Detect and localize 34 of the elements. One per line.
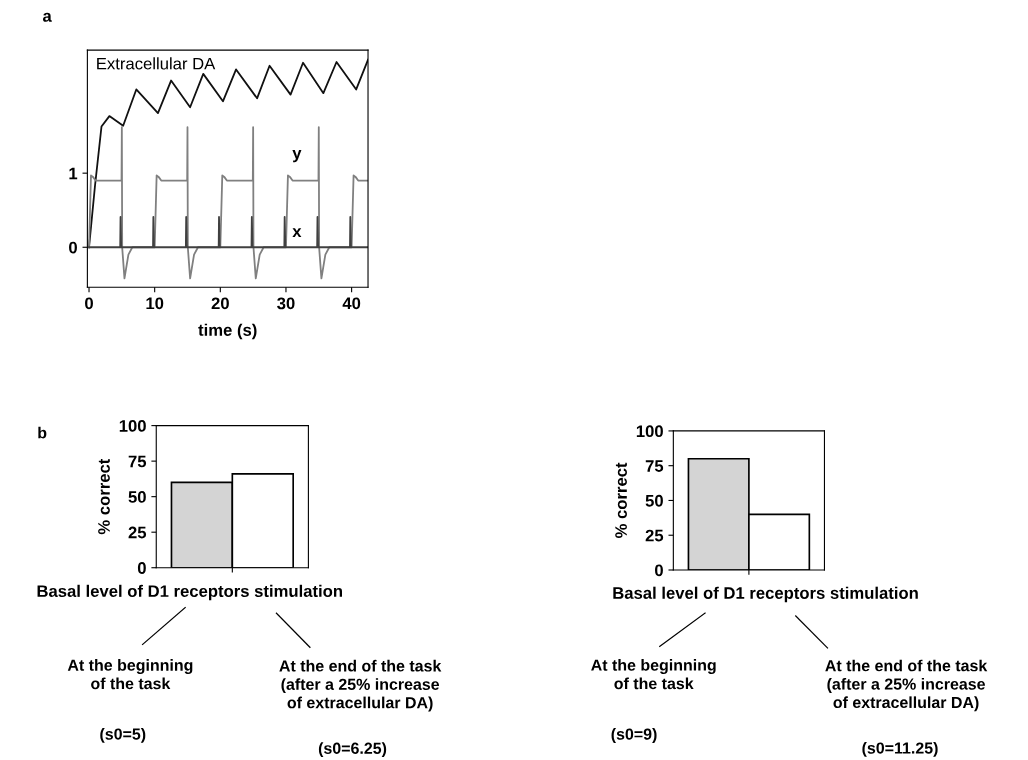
x-axis-title: Basal level of D1 receptors stimulation <box>37 584 342 601</box>
series-label: Extracellular DA <box>97 57 216 70</box>
text: At the beginning of the task <box>67 659 193 690</box>
chart-title: a <box>42 12 52 22</box>
y-tick-label: 25 <box>128 526 147 539</box>
y-axis-title: % correct <box>98 458 110 535</box>
y-tick-label: 1 <box>69 167 78 180</box>
y-axis-title: % correct <box>615 462 627 539</box>
text: At the end of the task (after a 25% increase of extracellular DA) <box>825 659 988 712</box>
text: At the beginning of the task <box>591 659 716 690</box>
y-tick-label: 0 <box>655 564 663 577</box>
x-tick-label: 30 <box>277 297 295 310</box>
series-label: y <box>292 150 302 163</box>
text: (s0=11.25) <box>862 741 938 757</box>
x-axis-title: time (s) <box>198 323 257 340</box>
y-tick-label: 75 <box>645 460 664 472</box>
series-label: x <box>292 228 302 238</box>
text: (s0=9) <box>611 728 657 743</box>
x-tick-label: 40 <box>342 297 361 310</box>
y-tick-label: 25 <box>645 529 664 542</box>
y-tick-label: 75 <box>128 455 147 468</box>
y-tick-label: 50 <box>128 491 146 503</box>
y-tick-label: 0 <box>137 562 146 574</box>
text: b <box>38 426 47 439</box>
text: At the end of the task (after a 25% increase of extracellular DA) <box>279 659 442 712</box>
text: (s0=6.25) <box>318 742 387 758</box>
y-tick-label: 100 <box>119 420 146 432</box>
y-tick-label: 100 <box>636 425 663 438</box>
y-tick-label: 50 <box>645 494 663 507</box>
x-tick-label: 0 <box>85 297 93 310</box>
x-tick-label: 10 <box>146 297 164 310</box>
x-axis-title: Basal level of D1 receptors stimulation <box>613 586 918 603</box>
text: (s0=5) <box>100 727 146 743</box>
x-tick-label: 20 <box>211 297 229 310</box>
